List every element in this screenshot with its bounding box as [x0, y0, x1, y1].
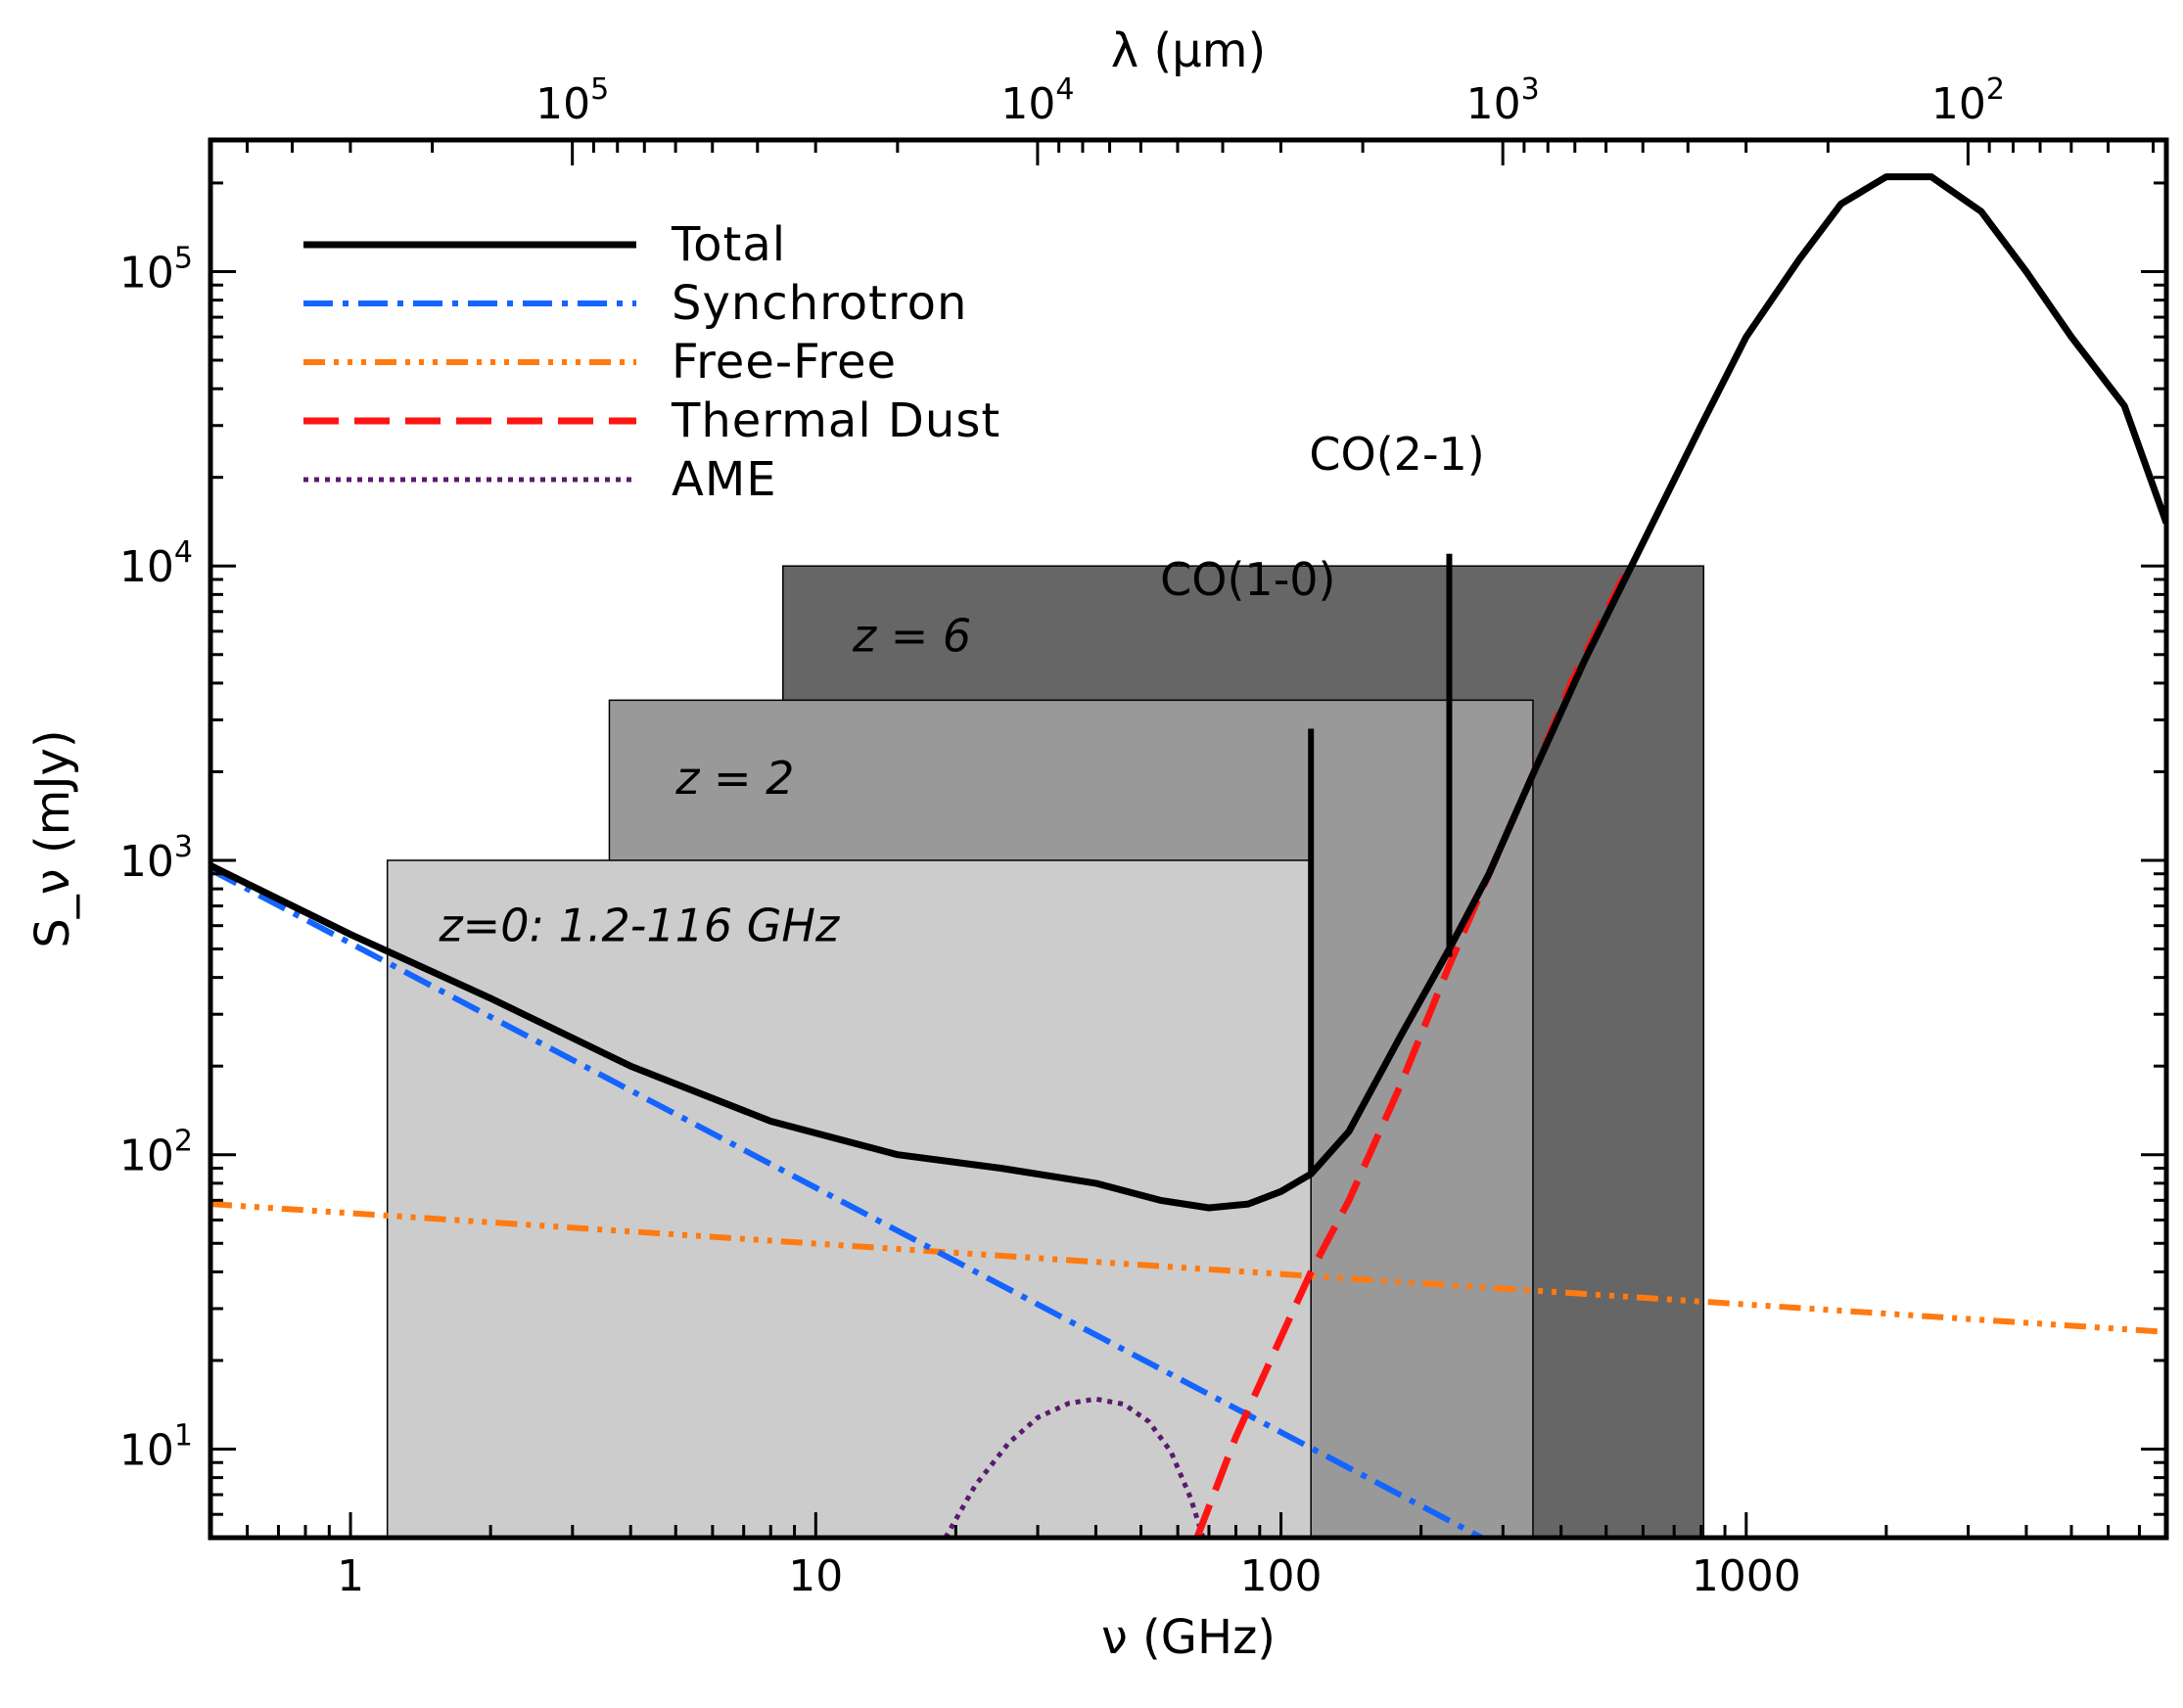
- plot-frame: [208, 137, 2169, 1541]
- x-tick-label-1000: 1000: [1692, 1551, 1801, 1601]
- x-tick-label-100: 100: [1240, 1551, 1323, 1601]
- top-tick-label-100000: 105: [535, 72, 609, 129]
- x-axis-title: ν (GHz): [1101, 1610, 1276, 1665]
- band-label-z-0-1-2-116-ghz: z=0: 1.2-116 GHz: [439, 900, 840, 952]
- y-tick-label-100000: 105: [119, 241, 193, 298]
- top-tick-label-10000: 104: [1000, 72, 1074, 129]
- top-tick-label-1000: 103: [1466, 72, 1540, 129]
- legend-label-ame: AME: [672, 452, 777, 507]
- x-tick-label-1: 1: [337, 1551, 364, 1601]
- legend-label-synchrotron: Synchrotron: [672, 276, 967, 331]
- y-axis-title: S_ν (mJy): [25, 729, 80, 947]
- top-axis-title: λ (μm): [1111, 23, 1266, 78]
- y-tick-label-1000: 103: [119, 830, 193, 887]
- y-tick-label-100: 102: [119, 1125, 193, 1181]
- series-ame: [943, 1396, 1206, 1538]
- y-tick-label-10: 101: [119, 1418, 193, 1475]
- band-label-z-2: z = 2: [674, 752, 794, 805]
- legend-label-thermal-dust: Thermal Dust: [671, 393, 1000, 448]
- top-tick-label-100: 102: [1931, 72, 2005, 129]
- legend-label-total: Total: [671, 217, 786, 272]
- legend-label-free-free: Free-Free: [672, 335, 897, 390]
- band-label-z-6: z = 6: [852, 609, 971, 662]
- series-free-free: [210, 1201, 2166, 1335]
- y-tick-label-10000: 104: [119, 535, 193, 592]
- series-synchrotron: [210, 866, 1483, 1538]
- line-label-co-1-0: CO(1-0): [1160, 553, 1335, 606]
- line-label-co-2-1: CO(2-1): [1309, 428, 1484, 481]
- x-tick-label-10: 10: [788, 1551, 843, 1601]
